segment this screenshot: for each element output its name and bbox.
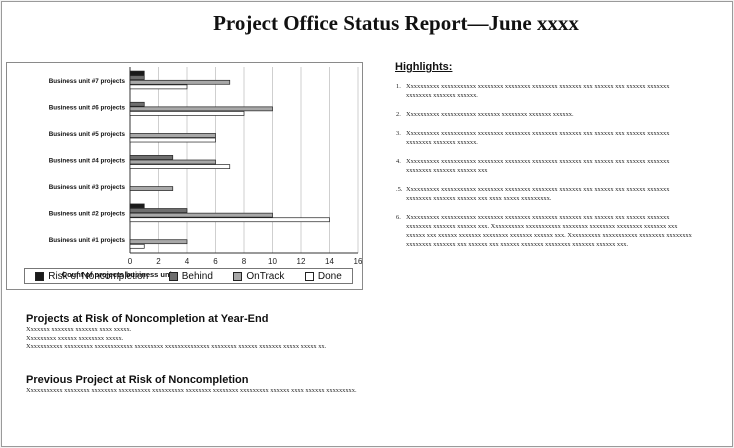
highlight-text: Xxxxxxxxxx xxxxxxxxxxx xxxxxxxx xxxxxxxx…	[406, 158, 670, 174]
category-label: Business unit #1 projects	[49, 237, 126, 244]
x-tick-label: 16	[354, 257, 362, 266]
legend-item: Risk of Noncompletion	[35, 271, 148, 282]
x-tick-label: 6	[213, 257, 218, 266]
legend-label: Done	[317, 270, 342, 282]
highlight-item: 1. Xxxxxxxxxx xxxxxxxxxxx xxxxxxxx xxxxxx…	[396, 82, 694, 100]
x-tick-label: 0	[128, 257, 133, 266]
category-label: Business unit #2 projects	[49, 211, 126, 218]
bar	[129, 101, 145, 107]
at-risk-line: Xxxxxxxxx xxxxxx xxxxxxxx xxxxx.	[26, 334, 124, 342]
x-axis-label: Count of projects business units	[62, 270, 179, 279]
highlight-number: 6.	[396, 214, 401, 221]
at-risk-line: Xxxxxxx xxxxxxx xxxxxxx xxxx xxxxx.	[26, 326, 132, 333]
previous-risk-line: Xxxxxxxxxxx xxxxxxxx xxxxxxxx xxxxxxxxxx…	[26, 387, 357, 394]
bar	[129, 208, 188, 213]
category-label: Business unit #6 projects	[49, 104, 126, 111]
legend-swatch	[304, 271, 314, 281]
at-risk-line: Xxxxxxxxxxx xxxxxxxxx xxxxxxxxxxxx xxxxx…	[26, 343, 327, 351]
bar	[129, 106, 273, 112]
bar	[129, 155, 174, 160]
bar	[129, 186, 174, 191]
bar	[129, 212, 273, 218]
category-label: Business unit #5 projects	[49, 131, 126, 138]
legend-swatch	[168, 271, 178, 281]
legend-swatch	[233, 271, 243, 281]
bar	[129, 243, 145, 249]
bar	[129, 239, 188, 245]
bar	[129, 75, 145, 81]
legend-label: Behind	[181, 270, 213, 282]
status-bar-chart: 0 2 4 6 8 10 12 14 16 Count of projects business …	[49, 67, 362, 279]
highlight-text: Xxxxxxxxxx xxxxxxxxxxx xxxxxxxx xxxxxxxx…	[406, 83, 670, 99]
highlight-item: 3. Xxxxxxxxxx xxxxxxxxxxx xxxxxxxx xxxxxx…	[396, 129, 694, 147]
category-label: Business unit #7 projects	[49, 78, 126, 85]
bar	[129, 133, 216, 138]
x-tick-label: 4	[185, 257, 190, 266]
highlight-item: 6. Xxxxxxxxxx xxxxxxxxxxx xxxxxxxx xxxxxx…	[396, 213, 694, 249]
at-risk-title: Projects at Risk of Noncompletion at Yea…	[26, 313, 269, 325]
highlight-number: 4.	[396, 158, 401, 165]
highlight-item: 2. Xxxxxxxxxx xxxxxxxxxxx xxxxxxx xxxxxxx…	[396, 110, 694, 119]
x-tick-label: 2	[156, 257, 161, 266]
legend-swatch	[35, 271, 45, 281]
highlight-number: 1.	[396, 83, 401, 90]
bar	[129, 164, 231, 169]
highlight-item: 4. Xxxxxxxxxx xxxxxxxxxxx xxxxxxxx xxxxxx…	[396, 157, 694, 175]
legend-label: OnTrack	[246, 270, 285, 282]
highlights-title: Highlights:	[395, 61, 453, 73]
legend-item: OnTrack	[233, 271, 284, 282]
previous-risk-title: Previous Project at Risk of Noncompletio…	[26, 374, 249, 386]
highlight-number: 2.	[396, 111, 401, 118]
bar	[129, 84, 188, 90]
legend-item: Done	[304, 270, 342, 282]
highlight-text: Xxxxxxxxxx xxxxxxxxxxx xxxxxxxx xxxxxxxx…	[406, 214, 692, 248]
bar	[129, 137, 216, 143]
legend-item: Behind	[168, 270, 213, 282]
x-tick-label: 8	[242, 257, 247, 266]
highlight-number: 3.	[396, 130, 401, 137]
chart-legend: Risk of Noncompletion Behind OnTrack Done	[24, 268, 353, 284]
bar	[129, 70, 145, 76]
highlight-item: .5. Xxxxxxxxxx xxxxxxxxxxx xxxxxxxx xxxxx…	[396, 185, 694, 203]
bar	[129, 159, 216, 165]
status-chart: 0 2 4 6 8 10 12 14 16 Count of projects business …	[6, 62, 363, 290]
x-tick-label: 10	[268, 257, 277, 266]
bar	[129, 111, 245, 116]
category-label: Business unit #4 projects	[49, 158, 126, 165]
bar	[129, 203, 145, 209]
highlights-list: 1. Xxxxxxxxxx xxxxxxxxxxx xxxxxxxx xxxxxx…	[396, 82, 694, 259]
at-risk-body: Xxxxxxx xxxxxxx xxxxxxx xxxx xxxxx. Xxxxx…	[26, 326, 372, 352]
x-tick-label: 12	[297, 257, 306, 266]
previous-risk-body: Xxxxxxxxxxx xxxxxxxx xxxxxxxx xxxxxxxxxx…	[26, 387, 372, 396]
bar	[129, 217, 330, 223]
category-label: Business unit #3 projects	[49, 184, 126, 191]
legend-label: Risk of Noncompletion	[48, 270, 149, 282]
x-tick-label: 14	[325, 257, 334, 266]
highlight-text: Xxxxxxxxxx xxxxxxxxxxx xxxxxxx xxxxxxxx …	[406, 111, 574, 118]
highlight-text: Xxxxxxxxxx xxxxxxxxxxx xxxxxxxx xxxxxxxx…	[406, 186, 670, 202]
highlight-text: Xxxxxxxxxx xxxxxxxxxxx xxxxxxxx xxxxxxxx…	[406, 130, 670, 146]
highlight-number: .5.	[396, 186, 403, 193]
bar	[129, 79, 231, 85]
report-title: Project Office Status Report—June xxxx	[213, 11, 579, 35]
